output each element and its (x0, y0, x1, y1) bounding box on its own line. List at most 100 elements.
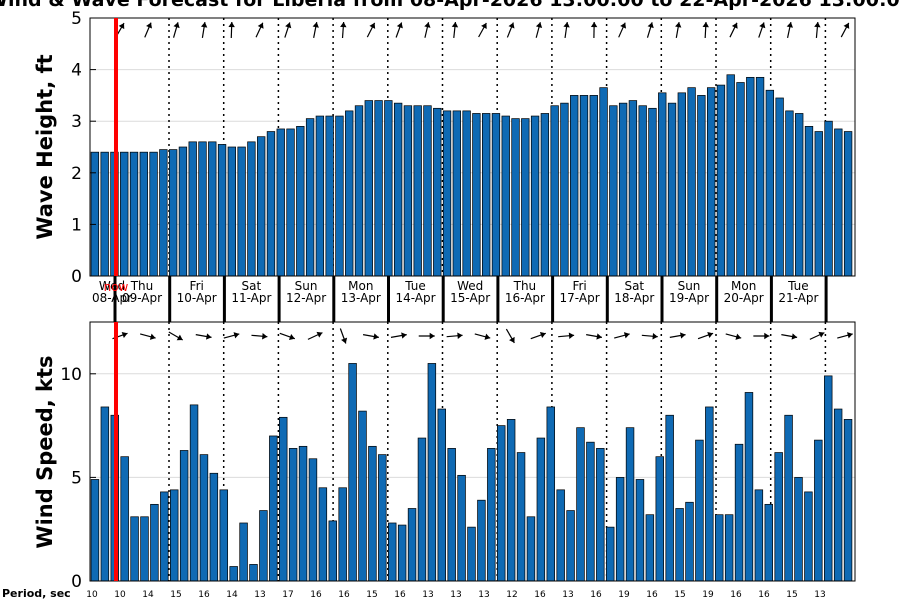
wind-y-axis-label: Wind Speed, kts (33, 355, 57, 548)
wave-direction-arrow-icon (840, 22, 850, 38)
day-divider (496, 276, 500, 322)
wind-bar (457, 474, 466, 582)
day-divider (715, 276, 719, 322)
date-label: 13-Apr (341, 291, 381, 305)
wind-bar (715, 514, 724, 582)
period-value: 17 (282, 590, 293, 600)
wind-bar (348, 363, 357, 582)
day-divider (332, 276, 336, 322)
wind-direction-arrow-icon (614, 332, 630, 339)
wind-direction-arrow-icon (251, 333, 268, 340)
wave-bar (198, 141, 207, 277)
date-label: 10-Apr (177, 291, 217, 305)
wave-bar (217, 144, 227, 277)
wave-bar (795, 113, 804, 277)
wave-direction-arrow-icon (814, 21, 821, 39)
wind-direction-arrow-icon (362, 333, 379, 340)
wind-direction-arrow-icon (474, 333, 491, 340)
period-value: 16 (310, 590, 322, 600)
wave-bar (472, 113, 481, 277)
wave-bar (589, 95, 598, 277)
wind-bar (150, 503, 159, 582)
date-label: 21-Apr (778, 291, 818, 305)
now-label: now (104, 280, 129, 294)
wind-bar (824, 375, 833, 582)
wave-direction-arrow-icon (312, 22, 319, 38)
day-of-week-label: Tue (404, 279, 426, 293)
wave-direction-arrow-icon (618, 22, 627, 38)
wind-y-tick-label: 0 (71, 572, 82, 592)
wave-direction-arrow-icon (702, 21, 709, 39)
wave-bar (345, 110, 354, 277)
day-label-strip: Wed08-AprThu09-AprFri10-AprSat11-AprSun1… (92, 276, 828, 322)
wind-bar (407, 508, 417, 582)
wave-bar (227, 146, 237, 277)
wind-bar (724, 514, 734, 582)
wind-direction-arrow-icon (641, 333, 658, 340)
wind-bar (705, 406, 714, 582)
date-label: 20-Apr (724, 291, 764, 305)
wave-bar (120, 151, 129, 277)
wave-direction-arrow-icon (255, 22, 264, 38)
day-divider (113, 276, 117, 322)
period-value: 16 (646, 590, 658, 600)
wave-height-panel: 0 1 2 3 4 5 Wave Height, ft (33, 9, 856, 287)
wind-bar (675, 508, 684, 582)
wave-bar (550, 105, 559, 277)
wind-bar (249, 564, 258, 582)
period-value: 13 (254, 590, 265, 600)
wind-direction-arrow-icon (446, 332, 463, 339)
wave-bar (804, 126, 814, 277)
wind-bar (556, 489, 565, 582)
wave-bar (149, 151, 158, 277)
wave-bar (599, 87, 608, 277)
wave-direction-arrow-icon (786, 22, 793, 38)
wave-bar (100, 151, 109, 277)
wave-bar (736, 82, 745, 277)
wave-bar (129, 151, 139, 277)
wave-bar (393, 102, 403, 277)
wave-bar (413, 105, 422, 277)
date-label: 15-Apr (450, 291, 490, 305)
day-divider (387, 276, 390, 322)
wave-bar (540, 113, 550, 277)
day-divider (441, 276, 445, 322)
wind-bar (794, 477, 803, 582)
wave-direction-arrow-icon (758, 22, 766, 38)
day-of-week-label: Sat (242, 279, 262, 293)
wind-bar (447, 448, 456, 582)
wind-bar (229, 566, 238, 582)
day-of-week-label: Fri (572, 279, 586, 293)
wind-bar (516, 452, 526, 582)
period-value: 13 (422, 590, 433, 600)
wave-direction-arrow-icon (424, 22, 431, 38)
wave-bar (511, 118, 520, 277)
wind-bar (358, 410, 367, 582)
wave-bar (834, 128, 843, 277)
wave-bar (247, 141, 256, 277)
wind-bar (764, 503, 773, 582)
wave-bar (139, 151, 148, 277)
wind-bar (784, 414, 793, 582)
wave-y-tick-label: 5 (71, 9, 82, 29)
wave-bar (266, 131, 276, 277)
date-label: 18-Apr (614, 291, 654, 305)
wave-bar (843, 131, 853, 277)
day-of-week-label: Sun (678, 279, 701, 293)
day-divider (660, 276, 664, 322)
wave-bar (521, 118, 530, 277)
wave-bar (423, 105, 432, 277)
wind-bar (754, 489, 764, 582)
wind-bar (487, 448, 496, 582)
date-label: 14-Apr (395, 291, 435, 305)
wind-direction-arrow-icon (530, 331, 546, 340)
wave-bar (677, 92, 686, 277)
wave-bar (452, 110, 461, 277)
wind-bar (625, 427, 635, 582)
wave-bar (628, 100, 638, 277)
wind-direction-arrow-icon (781, 333, 798, 340)
wind-bar (279, 416, 288, 582)
wave-bar (667, 102, 677, 277)
wind-direction-arrow-icon (558, 332, 575, 339)
wave-bar (286, 128, 295, 277)
